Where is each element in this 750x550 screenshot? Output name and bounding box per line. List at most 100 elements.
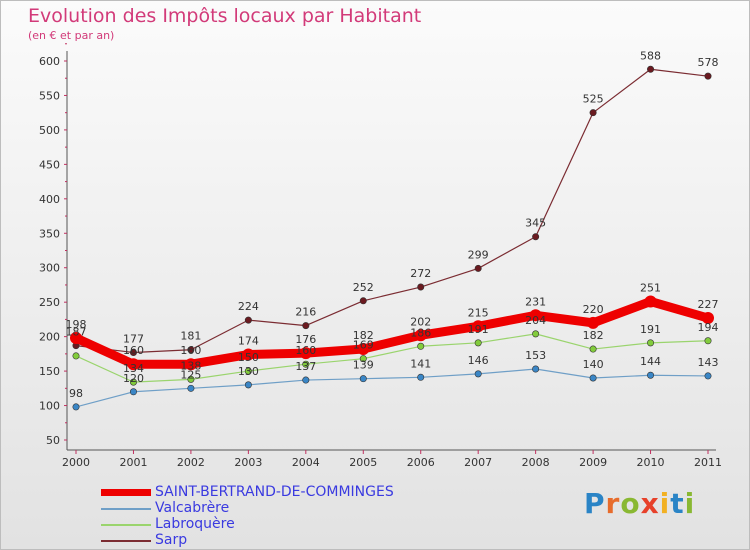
data-point [244,316,252,324]
data-point [589,374,597,382]
data-label: 204 [525,314,546,327]
legend-item-valcabrere: Valcabrère [101,500,501,517]
data-point [589,345,597,353]
data-label: 138 [180,359,201,372]
y-tick-label: 600 [39,55,60,68]
data-label: 299 [468,248,489,261]
y-tick-label: 550 [39,89,60,102]
data-label: 252 [353,281,374,294]
data-point [187,384,195,392]
data-point [129,388,137,396]
x-tick-label: 2000 [62,456,90,469]
data-label: 345 [525,217,546,230]
y-tick-label: 400 [39,193,60,206]
logo-letter: x [640,487,660,520]
data-point [359,297,367,305]
data-point [532,365,540,373]
data-point [472,320,485,333]
data-label: 215 [468,306,489,319]
data-label: 231 [525,295,546,308]
proxiti-logo: Proxiti [584,487,695,520]
data-point [187,346,195,354]
x-tick-label: 2010 [637,456,665,469]
data-label: 578 [698,56,719,69]
legend-swatch-sarp [101,540,151,542]
data-point [587,316,600,329]
data-label: 160 [123,344,144,357]
y-tick-label: 500 [39,124,60,137]
data-point [474,339,482,347]
series-line [75,333,709,383]
data-label: 191 [468,323,489,336]
logo-letter: i [659,487,671,520]
legend-item-saint-bertrand: SAINT-BERTRAND-DE-COMMINGES [101,484,501,501]
data-point [414,329,427,342]
data-point [704,372,712,380]
data-point [129,378,137,386]
data-label: 98 [69,387,83,400]
x-tick-label: 2001 [119,456,147,469]
data-label: 143 [698,356,719,369]
data-point [70,332,82,345]
data-point [647,371,655,379]
chart-title: Evolution des Impôts locaux par Habitant [28,5,422,27]
data-point [244,381,252,389]
y-tick-label: 250 [39,296,60,309]
data-label: 139 [353,359,374,372]
legend-item-sarp: Sarp [101,532,501,549]
data-label: 153 [525,349,546,362]
logo-letter: P [584,487,606,520]
data-label: 227 [698,298,719,311]
data-label: 130 [238,365,259,378]
data-label: 198 [66,318,87,331]
data-label: 220 [583,303,604,316]
data-point [242,348,255,361]
legend-item-labroquere: Labroquère [101,516,501,533]
data-point [302,360,310,368]
data-label: 150 [238,351,259,364]
data-point [244,367,252,375]
logo-letter: o [620,487,641,520]
data-point [359,355,367,363]
legend-swatch-labroquere [101,524,151,526]
data-point [302,322,310,330]
data-label: 125 [180,368,201,381]
data-label: 120 [123,372,144,385]
data-label: 169 [353,339,374,352]
legend-label-labroquere: Labroquère [155,516,235,532]
data-label: 137 [295,360,316,373]
y-tick-label: 150 [39,365,60,378]
legend-swatch-valcabrere [101,508,151,510]
data-point [359,375,367,383]
series-line [75,368,709,408]
logo-letter: i [684,487,696,520]
x-tick-label: 2002 [177,456,205,469]
legend-label-valcabrere: Valcabrère [155,500,230,516]
data-point [529,309,542,322]
legend-label-sarp: Sarp [155,532,188,548]
data-label: 140 [583,358,604,371]
data-label: 191 [640,323,661,336]
data-point [127,358,140,371]
x-tick-label: 2008 [522,456,550,469]
data-point [704,337,712,345]
y-tick-label: 300 [39,262,60,275]
data-point [647,65,655,73]
data-point [532,330,540,338]
y-tick-label: 350 [39,227,60,240]
data-point [417,373,425,381]
data-point [129,348,137,356]
data-label: 160 [295,344,316,357]
data-label: 224 [238,300,259,313]
data-point [302,376,310,384]
data-point [187,375,195,383]
y-tick-label: 100 [39,400,60,413]
data-point [474,370,482,378]
data-label: 176 [295,333,316,346]
x-tick-label: 2009 [579,456,607,469]
data-point [532,233,540,241]
data-point [644,295,657,308]
data-label: 182 [353,329,374,342]
